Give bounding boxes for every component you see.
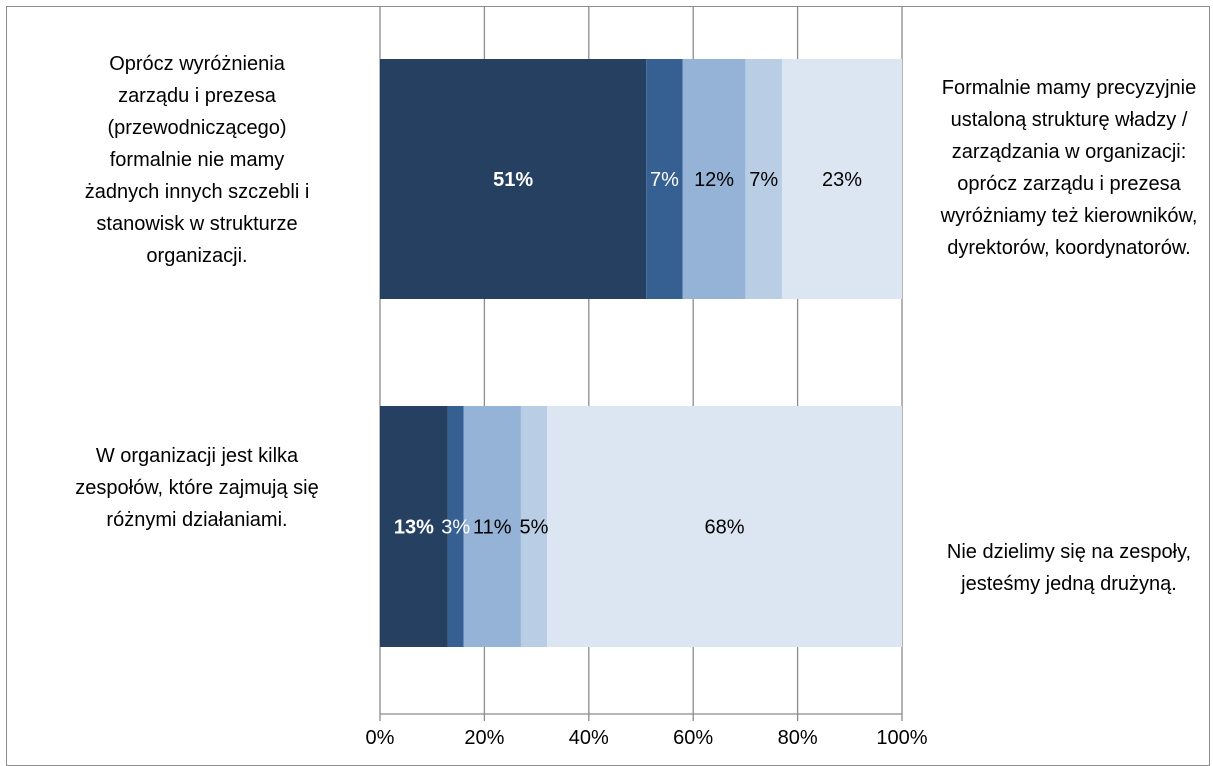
data-label: 3%	[441, 517, 470, 539]
data-label: 68%	[705, 517, 745, 539]
bar-segment	[547, 406, 902, 647]
category-label-1: Oprócz wyróżnienia zarządu i prezesa (pr…	[84, 53, 310, 267]
x-tick-label: 100%	[876, 727, 927, 749]
x-tick-label: 0%	[366, 727, 395, 749]
x-tick-label: 40%	[569, 727, 609, 749]
x-tick-label: 20%	[464, 727, 504, 749]
bar-segment	[380, 406, 448, 647]
bar-segment	[520, 406, 548, 647]
data-label: 23%	[822, 169, 862, 191]
data-label: 11%	[473, 517, 512, 539]
right-label-2: Nie dzielimy się na zespoły, jesteśmy je…	[946, 541, 1192, 595]
bar-segment	[463, 406, 521, 647]
data-label: 13%	[394, 517, 434, 539]
right-label-1: Formalnie mamy precyzyjnie ustaloną stru…	[940, 77, 1198, 259]
category-label-2: W organizacji jest kilka zespołów, które…	[75, 445, 319, 531]
bars	[380, 59, 902, 647]
bar-segment	[745, 59, 782, 299]
bar-segment	[447, 406, 464, 647]
bar-segment	[646, 59, 683, 299]
data-label: 7%	[749, 169, 778, 191]
data-label: 12%	[694, 169, 734, 191]
data-label: 7%	[650, 169, 679, 191]
data-label: 51%	[493, 169, 533, 191]
data-labels: 51% 7% 12% 7% 23% 13% 3% 11% 5% 68%	[394, 169, 862, 539]
bar-segment	[380, 59, 647, 299]
x-tick-label: 60%	[673, 727, 713, 749]
data-label: 5%	[520, 517, 549, 539]
x-tick-label: 80%	[778, 727, 818, 749]
bar-segment	[781, 59, 902, 299]
bar-segment	[682, 59, 746, 299]
x-axis: 0% 20% 40% 60% 80% 100%	[366, 713, 928, 749]
